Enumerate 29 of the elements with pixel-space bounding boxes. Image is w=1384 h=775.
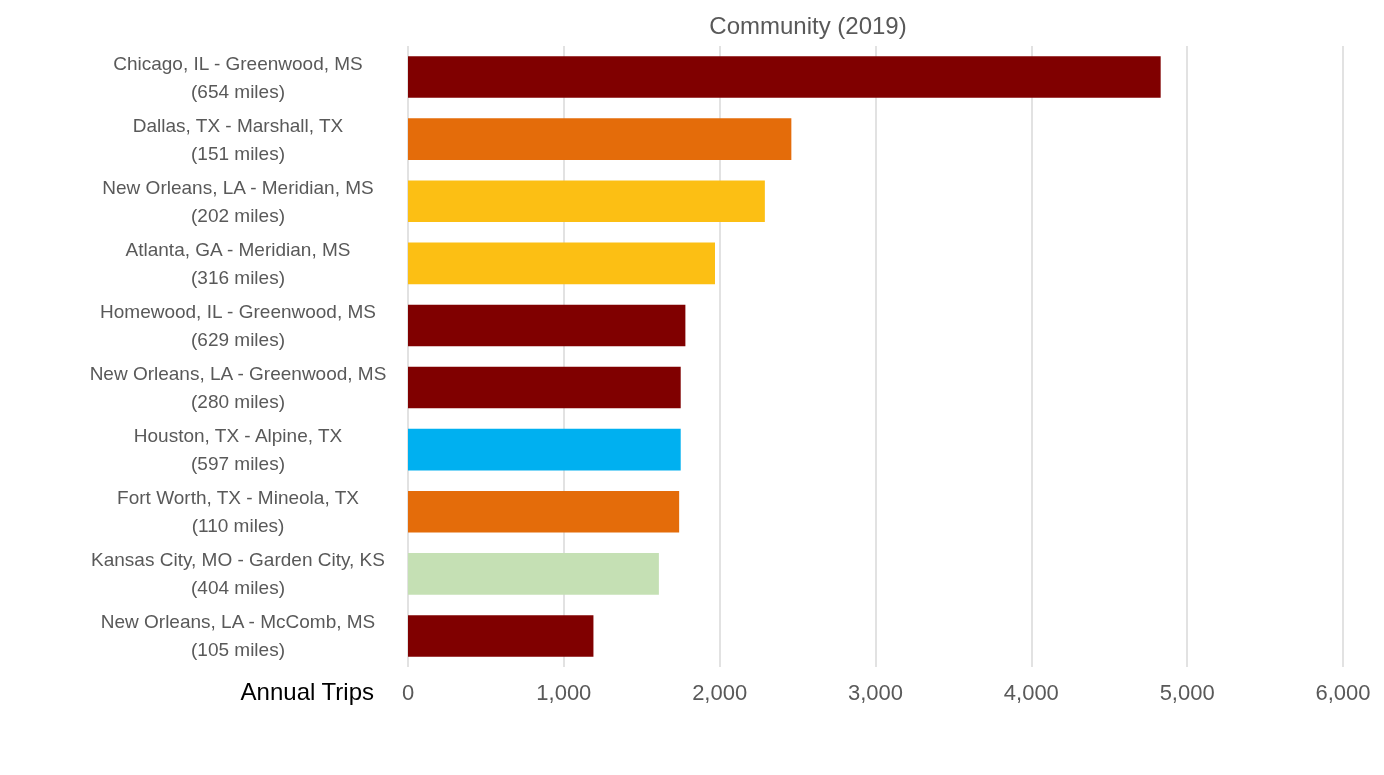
x-tick-label: 6,000 [1315, 679, 1371, 705]
bar [408, 615, 594, 657]
x-tick-label: 1,000 [536, 679, 592, 705]
bar [408, 553, 659, 595]
bar [408, 428, 681, 471]
x-tick-label: 2,000 [692, 679, 748, 705]
x-tick-label: 4,000 [1003, 679, 1059, 705]
chart-title: Community (2019) [709, 11, 907, 39]
x-tick-label: 0 [401, 679, 415, 705]
x-axis-title: Annual Trips [240, 677, 374, 705]
bar [408, 118, 792, 160]
y-tick-label: Chicago, IL - Greenwood, MS (654 miles) [113, 52, 363, 102]
bar [408, 490, 680, 533]
y-tick-label: Atlanta, GA - Meridian, MS (316 miles) [125, 238, 351, 288]
y-tick-label: Houston, TX - Alpine, TX (597 miles) [133, 425, 343, 475]
x-tick-label: 3,000 [847, 679, 904, 705]
y-tick-label: New Orleans, LA - McComb, MS (105 miles) [100, 611, 376, 661]
x-tick-label: 5,000 [1159, 679, 1215, 705]
bar [408, 56, 1161, 98]
y-tick-label: Kansas City, MO - Garden City, KS (404 miles) [91, 549, 385, 599]
y-tick-label: Homewood, IL - Greenwood, MS (629 miles) [100, 300, 376, 350]
bar [408, 304, 686, 347]
y-tick-label: Fort Worth, TX - Mineola, TX (110 miles) [117, 487, 360, 537]
y-tick-label: Dallas, TX - Marshall, TX (151 miles) [132, 114, 344, 164]
bar [408, 180, 765, 223]
bar [408, 366, 681, 409]
bar [408, 242, 715, 285]
y-tick-label: New Orleans, LA - Greenwood, MS (280 miles) [89, 363, 387, 413]
y-tick-label: New Orleans, LA - Meridian, MS (202 miles) [102, 176, 374, 226]
